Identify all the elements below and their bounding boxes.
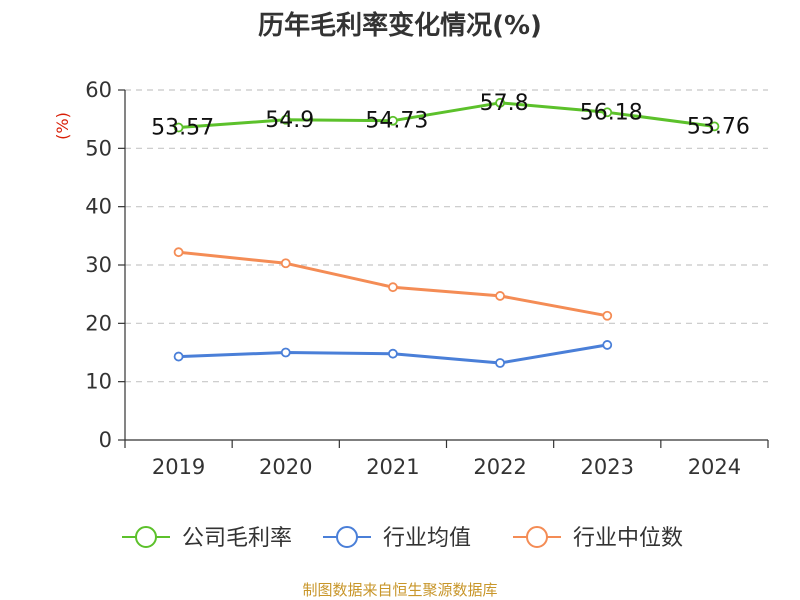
data-point bbox=[173, 122, 184, 133]
data-label: 54.73 bbox=[365, 109, 428, 134]
data-point bbox=[602, 310, 613, 321]
legend-swatch-marker bbox=[135, 526, 157, 548]
data-point bbox=[388, 282, 398, 293]
data-label: 57.8 bbox=[480, 91, 529, 116]
data-label: 56.18 bbox=[580, 100, 643, 125]
y-tick-label: 10 bbox=[85, 370, 112, 394]
legend-item: 行业均值 bbox=[323, 526, 471, 551]
series-line bbox=[178, 101, 715, 129]
chart-title: 历年毛利率变化情况(%) bbox=[258, 10, 542, 41]
y-tick-label: 30 bbox=[85, 253, 112, 277]
data-point bbox=[602, 107, 613, 118]
legend-swatch-marker bbox=[526, 526, 548, 548]
data-point bbox=[709, 121, 720, 132]
y-tick-label: 40 bbox=[85, 195, 112, 219]
x-tick-label: 2023 bbox=[581, 455, 634, 479]
series-2 bbox=[173, 340, 613, 368]
legend-label: 公司毛利率 bbox=[182, 526, 292, 551]
x-tick-label: 2020 bbox=[259, 455, 312, 479]
axes: 0 10 20 30 40 50 60 2019 2020 2021 2022 2023 2024 bbox=[85, 78, 769, 479]
legend-label: 行业中位数 bbox=[573, 526, 683, 551]
data-point bbox=[388, 115, 398, 126]
legend-swatch-marker bbox=[336, 526, 358, 548]
data-point bbox=[173, 351, 184, 362]
data-point bbox=[280, 114, 291, 125]
legend-label: 行业均值 bbox=[383, 526, 471, 551]
source-footer: 制图数据来自恒生聚源数据库 bbox=[302, 581, 497, 599]
data-point bbox=[280, 347, 291, 358]
data-point bbox=[388, 348, 398, 359]
data-point bbox=[280, 258, 291, 269]
x-tick-label: 2022 bbox=[473, 455, 526, 479]
y-tick-label: 0 bbox=[99, 428, 112, 452]
legend-item: 行业中位数 bbox=[513, 526, 683, 551]
x-tick-label: 2024 bbox=[688, 455, 741, 479]
data-point bbox=[495, 97, 505, 108]
grid-lines bbox=[125, 89, 768, 383]
data-point bbox=[602, 340, 613, 350]
data-point bbox=[173, 247, 184, 258]
series-3 bbox=[173, 247, 613, 321]
data-label: 54.9 bbox=[265, 108, 314, 133]
y-axis-unit: (%) bbox=[53, 112, 72, 140]
data-label: 53.76 bbox=[687, 114, 750, 139]
y-tick-label: 50 bbox=[85, 136, 112, 160]
series-layer: 53.57 54.9 54.73 57.8 56.18 53.76 bbox=[151, 91, 750, 368]
legend: 公司毛利率 行业均值 行业中位数 bbox=[122, 526, 683, 551]
data-point bbox=[495, 358, 505, 368]
data-point bbox=[495, 291, 505, 301]
legend-item: 公司毛利率 bbox=[122, 526, 292, 551]
x-tick-label: 2019 bbox=[152, 455, 205, 479]
y-tick-label: 60 bbox=[85, 78, 112, 102]
x-tick-label: 2021 bbox=[366, 455, 419, 479]
y-tick-label: 20 bbox=[85, 311, 112, 335]
series-1: 53.57 54.9 54.73 57.8 56.18 53.76 bbox=[151, 91, 750, 141]
data-label: 53.57 bbox=[151, 116, 214, 141]
